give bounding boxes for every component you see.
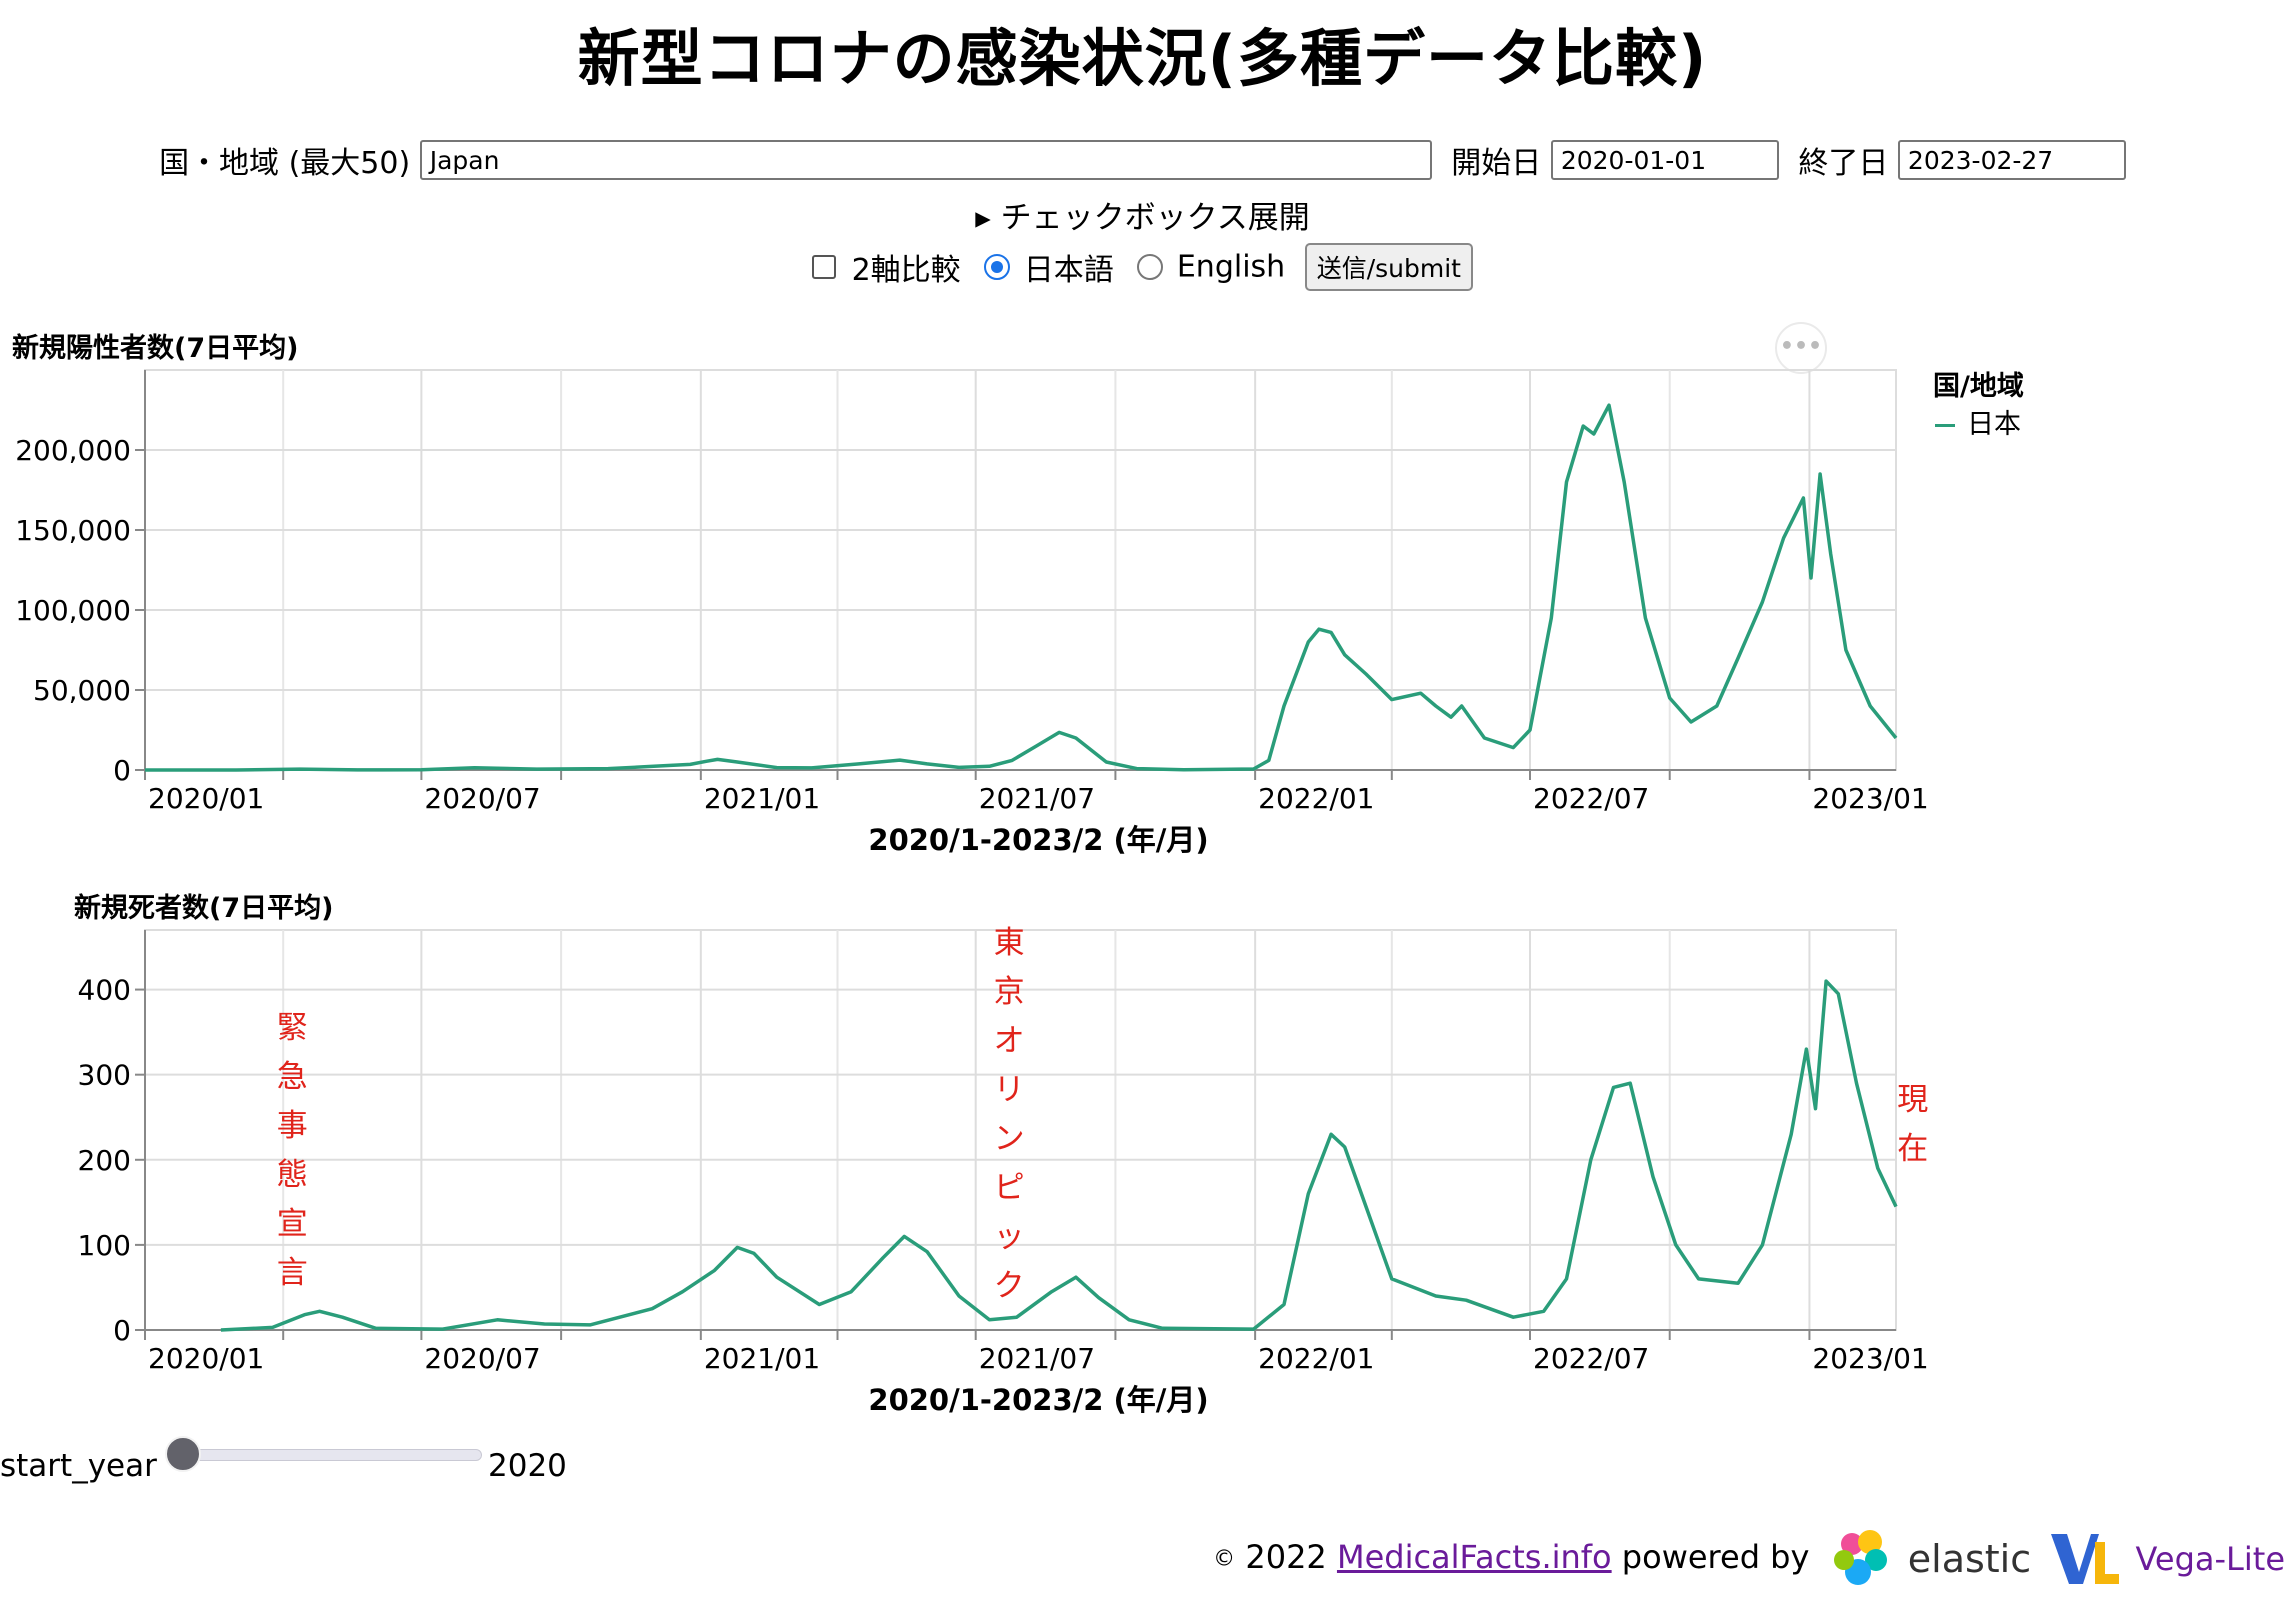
annotation-char: オ [994,1023,1025,1059]
x-tick-label: 2021/07 [979,1342,1095,1375]
y-tick-label: 200,000 [15,434,131,467]
start-year-value: 2020 [488,1448,567,1484]
lang-en-label: English [1176,249,1286,285]
x-tick-label: 2020/07 [424,1342,540,1375]
x-tick-label: 2022/07 [1533,782,1649,815]
x-tick-label: 2021/07 [979,782,1095,815]
copyright-year: 2022 [1245,1538,1327,1576]
start-date-label: 開始日 [1451,146,1542,181]
annotation-char: 言 [277,1255,308,1291]
y-tick-label: 100,000 [15,594,131,627]
legend-swatch [1935,424,1955,427]
dual-axis-label: 2軸比較 [851,253,961,288]
series-line-日本 [145,403,1898,772]
y-tick-label: 400 [78,974,131,1007]
vega-lite-logo-icon [2051,1534,2120,1584]
y-tick-label: 0 [113,754,131,787]
x-tick-label: 2023/01 [1812,782,1928,815]
y-tick-label: 0 [113,1314,131,1347]
x-tick-label: 2023/01 [1812,1342,1928,1375]
x-tick-label: 2020/01 [148,782,264,815]
annotation-char: 急 [277,1059,308,1095]
x-tick-label: 2021/01 [704,782,820,815]
options-row: 2軸比較 日本語 English 送信/submit [0,243,2285,291]
start-year-label: start_year [0,1448,157,1484]
y-tick-label: 100 [78,1229,131,1262]
x-tick-label: 2020/07 [424,782,540,815]
y-tick-label: 300 [78,1059,131,1092]
annotation-char: ッ [994,1219,1025,1255]
dual-axis-checkbox[interactable] [812,255,837,279]
country-input[interactable]: Japan [419,140,1432,180]
query-form-row: 国・地域 (最大50) Japan 開始日 2020-01-01 終了日 202… [0,138,2285,182]
cases-chart-title: 新規陽性者数(7日平均) [12,333,299,364]
end-date-label: 終了日 [1798,146,1889,181]
checkbox-expand-toggle[interactable]: ▸ チェックボックス展開 [975,200,1310,236]
series-line-日本 [220,979,1898,1332]
annotation-char: 京 [994,974,1025,1010]
start-year-slider-thumb[interactable] [165,1436,201,1472]
start-year-slider-track[interactable] [176,1449,482,1461]
annotation-char: 東 [994,925,1025,961]
x-tick-label: 2022/07 [1533,1342,1649,1375]
annotation-char: ン [994,1121,1025,1157]
copyright-icon: © [1213,1546,1236,1572]
x-tick-label: 2022/01 [1258,1342,1374,1375]
y-tick-label: 50,000 [33,674,131,707]
deaths-chart-title: 新規死者数(7日平均) [74,893,334,924]
annotation-現在: 現在 [1897,1082,1928,1167]
x-tick-label: 2022/01 [1258,782,1374,815]
x-tick-label: 2020/01 [148,1342,264,1375]
annotation-char: 現 [1897,1082,1928,1118]
vega-lite-text: Vega-Lite [2135,1540,2285,1578]
legend-title: 国/地域 [1933,371,2024,402]
annotation-char: ピ [994,1170,1025,1206]
annotation-char: 在 [1897,1131,1928,1167]
annotation-char: リ [994,1072,1025,1108]
country-label: 国・地域 (最大50) [159,146,411,181]
start-date-input[interactable]: 2020-01-01 [1550,140,1779,180]
ellipsis-icon[interactable]: ••• [1775,322,1827,374]
legend-entry-japan[interactable]: 日本 [1935,402,2021,441]
legend-entry-label: 日本 [1967,409,2021,440]
deaths-chart[interactable]: 2020/01 2020/07 2021/01 2021/07 2022/01 2022/… [0,0,2285,1420]
powered-by-text: powered by [1621,1538,1810,1576]
end-date-input[interactable]: 2023-02-27 [1897,140,2126,180]
y-tick-label: 150,000 [15,514,131,547]
annotation-char: 緊 [277,1010,308,1046]
elastic-text: elastic [1907,1537,2032,1581]
x-axis-label: 2020/1-2023/2 (年/月) [868,1383,1208,1417]
x-tick-label: 2021/01 [704,1342,820,1375]
cases-chart[interactable]: 2020/01 2020/07 2021/01 2021/07 2022/01 2022/… [0,0,2285,860]
x-axis-label: 2020/1-2023/2 (年/月) [868,823,1208,857]
annotation-char: 事 [277,1108,308,1144]
y-tick-label: 200 [78,1144,131,1177]
medicalfacts-link[interactable]: MedicalFacts.info [1336,1538,1612,1576]
annotation-char: 宣 [277,1206,308,1242]
elastic-logo-icon [1833,1530,1887,1585]
footer: © 2022 MedicalFacts.info powered by elas… [1213,1528,2285,1590]
annotation-char: 態 [277,1157,308,1193]
submit-button[interactable]: 送信/submit [1304,243,1473,291]
annotation-char: ク [994,1268,1025,1304]
lang-ja-label: 日本語 [1023,253,1114,288]
page-title: 新型コロナの感染状況(多種データ比較) [577,22,1708,95]
lang-ja-radio[interactable] [984,254,1011,280]
lang-en-radio[interactable] [1137,254,1164,280]
